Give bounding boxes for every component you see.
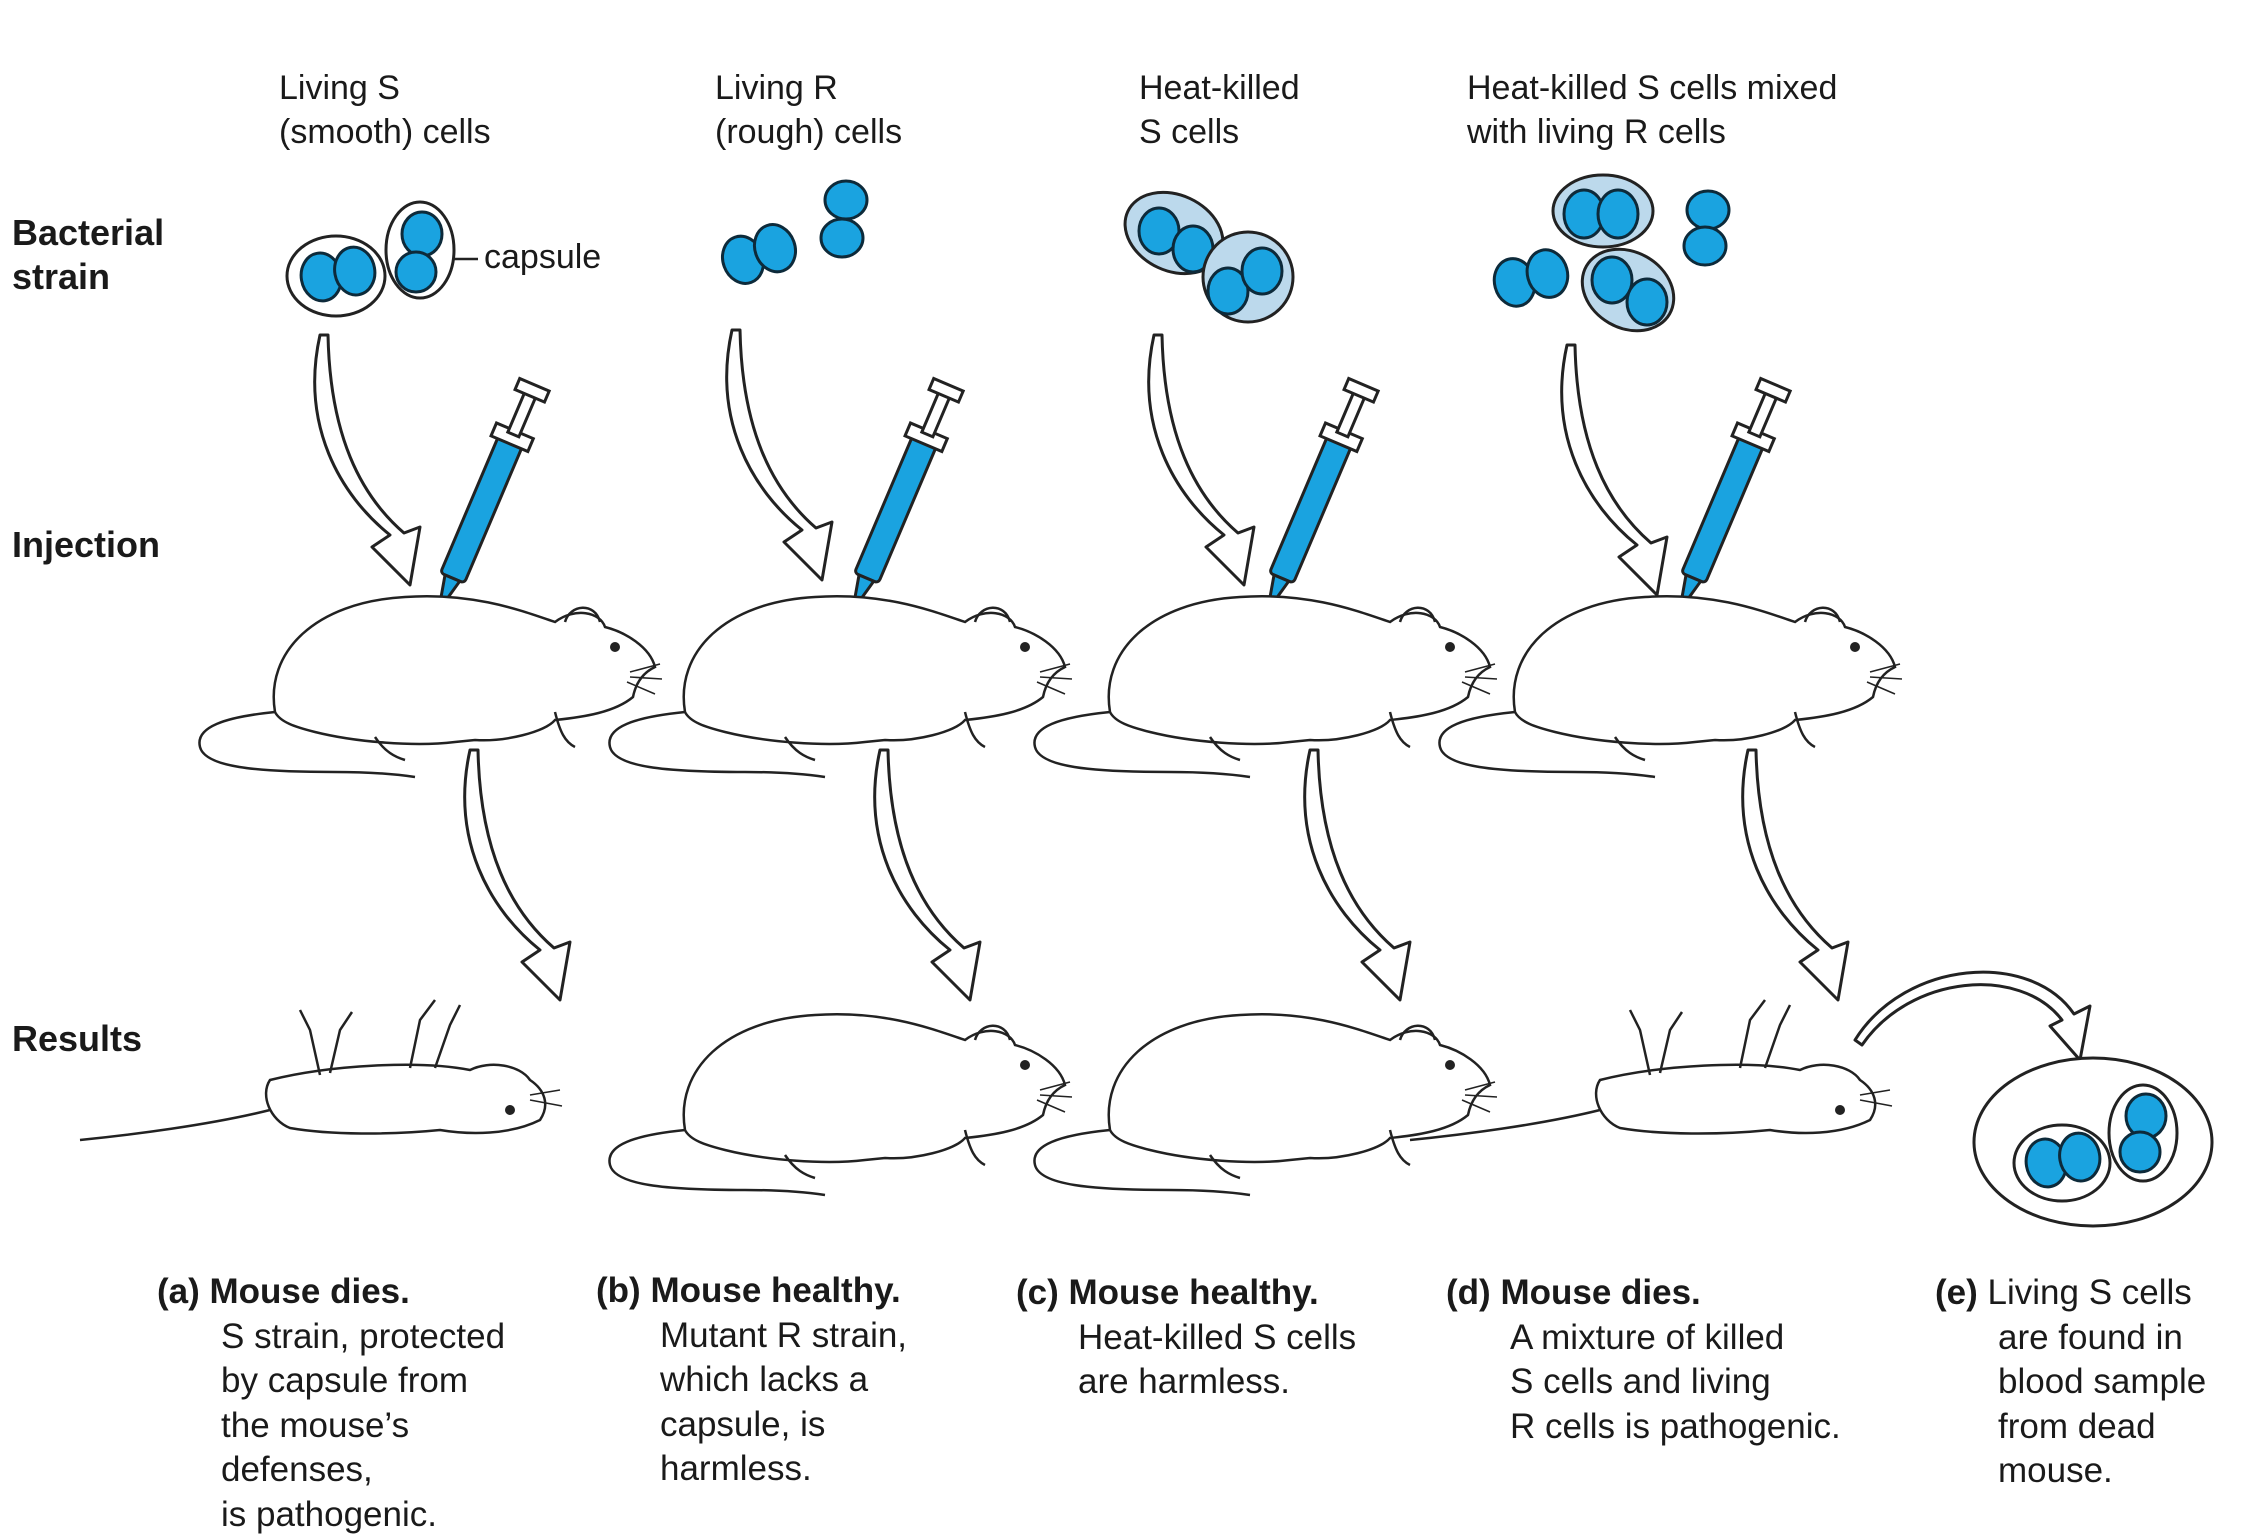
header-mixed: Heat-killed S cells mixed with living R … xyxy=(1467,66,1837,154)
caption-line: S cells and living xyxy=(1510,1362,1771,1401)
caption-line: R cells is pathogenic. xyxy=(1510,1406,1841,1446)
mouse-icon xyxy=(198,594,664,779)
caption-letter: (d) xyxy=(1446,1273,1491,1312)
caption-d: (d) Mouse dies. A mixture of killed S ce… xyxy=(1446,1271,1841,1449)
s-cells-capsulated xyxy=(285,200,478,318)
caption-lead: Mouse healthy. xyxy=(1068,1273,1319,1312)
header-line: (smooth) cells xyxy=(279,113,491,151)
caption-letter: (a) xyxy=(157,1272,200,1311)
caption-line: A mixture of killed xyxy=(1510,1317,1785,1357)
header-living-r: Living R (rough) cells xyxy=(715,66,902,154)
caption-line: defenses, xyxy=(221,1450,373,1489)
mouse-icon xyxy=(1033,594,1499,779)
caption-c: (c) Mouse healthy. Heat-killed S cells a… xyxy=(1016,1271,1356,1405)
row-label-bacterial-strain: Bacterial strain xyxy=(12,211,164,299)
arrow-down-icon xyxy=(463,748,572,1002)
caption-line: Mutant R strain, xyxy=(660,1315,908,1355)
caption-line: S strain, protected xyxy=(221,1316,506,1356)
caption-line: by capsule from xyxy=(221,1361,469,1400)
caption-line: is pathogenic. xyxy=(221,1494,437,1534)
caption-a: (a) Mouse dies. S strain, protected by c… xyxy=(157,1270,505,1537)
row-label-results: Results xyxy=(12,1018,143,1059)
header-line: S cells xyxy=(1139,113,1240,151)
caption-e: (e) Living S cells are found in blood sa… xyxy=(1935,1271,2206,1494)
header-line: with living R cells xyxy=(1467,113,1726,151)
header-living-s: Living S (smooth) cells xyxy=(279,66,491,154)
r-cells xyxy=(714,179,869,291)
mouse-icon xyxy=(1438,594,1904,779)
caption-letter: (c) xyxy=(1016,1273,1059,1312)
arrow-down-icon xyxy=(873,748,982,1002)
caption-line: are harmless. xyxy=(1078,1362,1291,1401)
mouse-icon xyxy=(608,594,1074,779)
header-line: Living S xyxy=(279,69,400,107)
arrow-down-icon xyxy=(1147,333,1256,587)
header-line: Heat-killed S cells mixed xyxy=(1467,69,1838,107)
blood-sample-icon xyxy=(1972,1056,2214,1228)
caption-line: from dead xyxy=(1998,1406,2156,1446)
header-line: (rough) cells xyxy=(715,113,903,151)
caption-line: Living S cells xyxy=(1987,1273,2192,1312)
caption-line: the mouse’s xyxy=(221,1405,410,1445)
capsule-label: capsule xyxy=(484,238,602,276)
row-label-injection: Injection xyxy=(12,524,161,565)
arrow-down-icon xyxy=(313,333,422,587)
caption-letter: (e) xyxy=(1935,1273,1978,1312)
row-label-line: strain xyxy=(12,256,111,297)
caption-line: mouse. xyxy=(1998,1451,2113,1490)
curved-arrow-icon xyxy=(1853,970,2092,1062)
mouse-icon xyxy=(608,1012,1074,1197)
caption-line: capsule, is xyxy=(660,1404,826,1444)
caption-line: harmless. xyxy=(660,1449,812,1488)
dead-mouse-icon xyxy=(78,998,564,1142)
mixed-cells xyxy=(1487,173,1731,333)
caption-line: which lacks a xyxy=(660,1360,869,1399)
arrow-down-icon xyxy=(725,328,834,582)
caption-lead: Mouse dies. xyxy=(209,1272,410,1311)
caption-letter: (b) xyxy=(596,1271,641,1310)
heat-killed-s-cells xyxy=(1123,190,1295,324)
arrow-down-icon xyxy=(1560,343,1669,597)
header-line: Living R xyxy=(715,69,838,107)
arrow-down-icon xyxy=(1303,748,1412,1002)
caption-b: (b) Mouse healthy. Mutant R strain, whic… xyxy=(596,1269,907,1492)
caption-line: Heat-killed S cells xyxy=(1078,1317,1357,1357)
caption-lead: Mouse dies. xyxy=(1500,1273,1701,1312)
header-line: Heat-killed xyxy=(1139,69,1300,107)
caption-lead: Mouse healthy. xyxy=(650,1271,901,1310)
caption-line: are found in xyxy=(1998,1317,2183,1357)
row-label-line: Bacterial xyxy=(12,212,165,253)
mouse-icon xyxy=(1033,1012,1499,1197)
caption-line: blood sample xyxy=(1998,1362,2207,1401)
arrow-down-icon xyxy=(1741,748,1850,1002)
header-heat-killed-s: Heat-killed S cells xyxy=(1139,66,1300,154)
